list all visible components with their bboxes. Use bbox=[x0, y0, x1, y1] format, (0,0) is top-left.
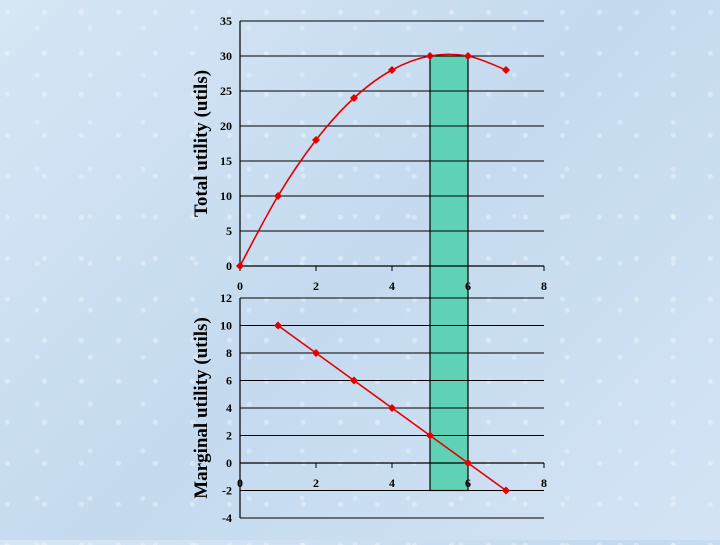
marginal-data-point bbox=[312, 349, 320, 357]
total-ytick-label: 0 bbox=[226, 259, 232, 273]
total-data-point bbox=[502, 66, 510, 74]
marginal-xtick-label: 6 bbox=[465, 476, 471, 490]
total-data-point bbox=[388, 66, 396, 74]
marginal-ytick-label: 10 bbox=[220, 319, 232, 333]
total-ytick-label: 10 bbox=[220, 189, 232, 203]
total-ytick-label: 15 bbox=[220, 154, 232, 168]
total-utility-ylabel: Total utility (utils) bbox=[191, 70, 212, 217]
total-data-point bbox=[312, 136, 320, 144]
marginal-ytick-label: 0 bbox=[226, 456, 232, 470]
total-utility-chart: 0 5 10 15 20 25 30 35 0 2 4 6 8 Total utility (utils… bbox=[191, 14, 547, 293]
total-data-point bbox=[426, 52, 434, 60]
marginal-utility-ylabel: Marginal utility (utils) bbox=[191, 317, 212, 499]
marginal-ytick-label: 8 bbox=[226, 346, 232, 360]
total-ytick-label: 20 bbox=[220, 119, 232, 133]
total-ytick-label: 5 bbox=[226, 224, 232, 238]
marginal-data-point bbox=[274, 321, 282, 330]
marginal-xtick-label: 4 bbox=[389, 476, 395, 490]
total-data-point bbox=[236, 262, 244, 270]
marginal-utility-chart: -4 -2 0 2 4 6 8 10 12 0 2 4 6 8 Marginal utility (uti… bbox=[191, 291, 547, 525]
total-ytick-label: 35 bbox=[220, 14, 232, 28]
marginal-ytick-label: -4 bbox=[222, 511, 232, 525]
marginal-ytick-label: 2 bbox=[226, 429, 232, 443]
marginal-xtick-label: 0 bbox=[237, 476, 243, 490]
total-xtick-label: 6 bbox=[465, 279, 471, 293]
marginal-data-point bbox=[350, 376, 358, 385]
marginal-ytick-label: -2 bbox=[222, 484, 232, 498]
total-data-point bbox=[464, 52, 472, 60]
marginal-xtick-label: 2 bbox=[313, 476, 319, 490]
total-xtick-label: 0 bbox=[237, 279, 243, 293]
highlight-layer bbox=[429, 55, 469, 492]
total-data-point bbox=[350, 94, 358, 102]
total-xtick-label: 2 bbox=[313, 279, 319, 293]
marginal-xtick-label: 8 bbox=[541, 476, 547, 490]
marginal-ytick-label: 12 bbox=[220, 291, 232, 305]
total-xtick-label: 8 bbox=[541, 279, 547, 293]
marginal-data-point bbox=[388, 404, 396, 412]
total-ytick-label: 25 bbox=[220, 84, 232, 98]
marginal-data-point bbox=[464, 459, 472, 467]
optimal-consumption-band bbox=[429, 55, 469, 492]
total-data-point bbox=[274, 192, 282, 200]
marginal-ytick-label: 4 bbox=[226, 401, 232, 415]
marginal-ytick-label: 6 bbox=[226, 374, 232, 388]
total-xtick-label: 4 bbox=[389, 279, 395, 293]
marginal-data-point bbox=[426, 431, 434, 440]
marginal-data-point bbox=[502, 486, 510, 495]
total-ytick-label: 30 bbox=[220, 49, 232, 63]
